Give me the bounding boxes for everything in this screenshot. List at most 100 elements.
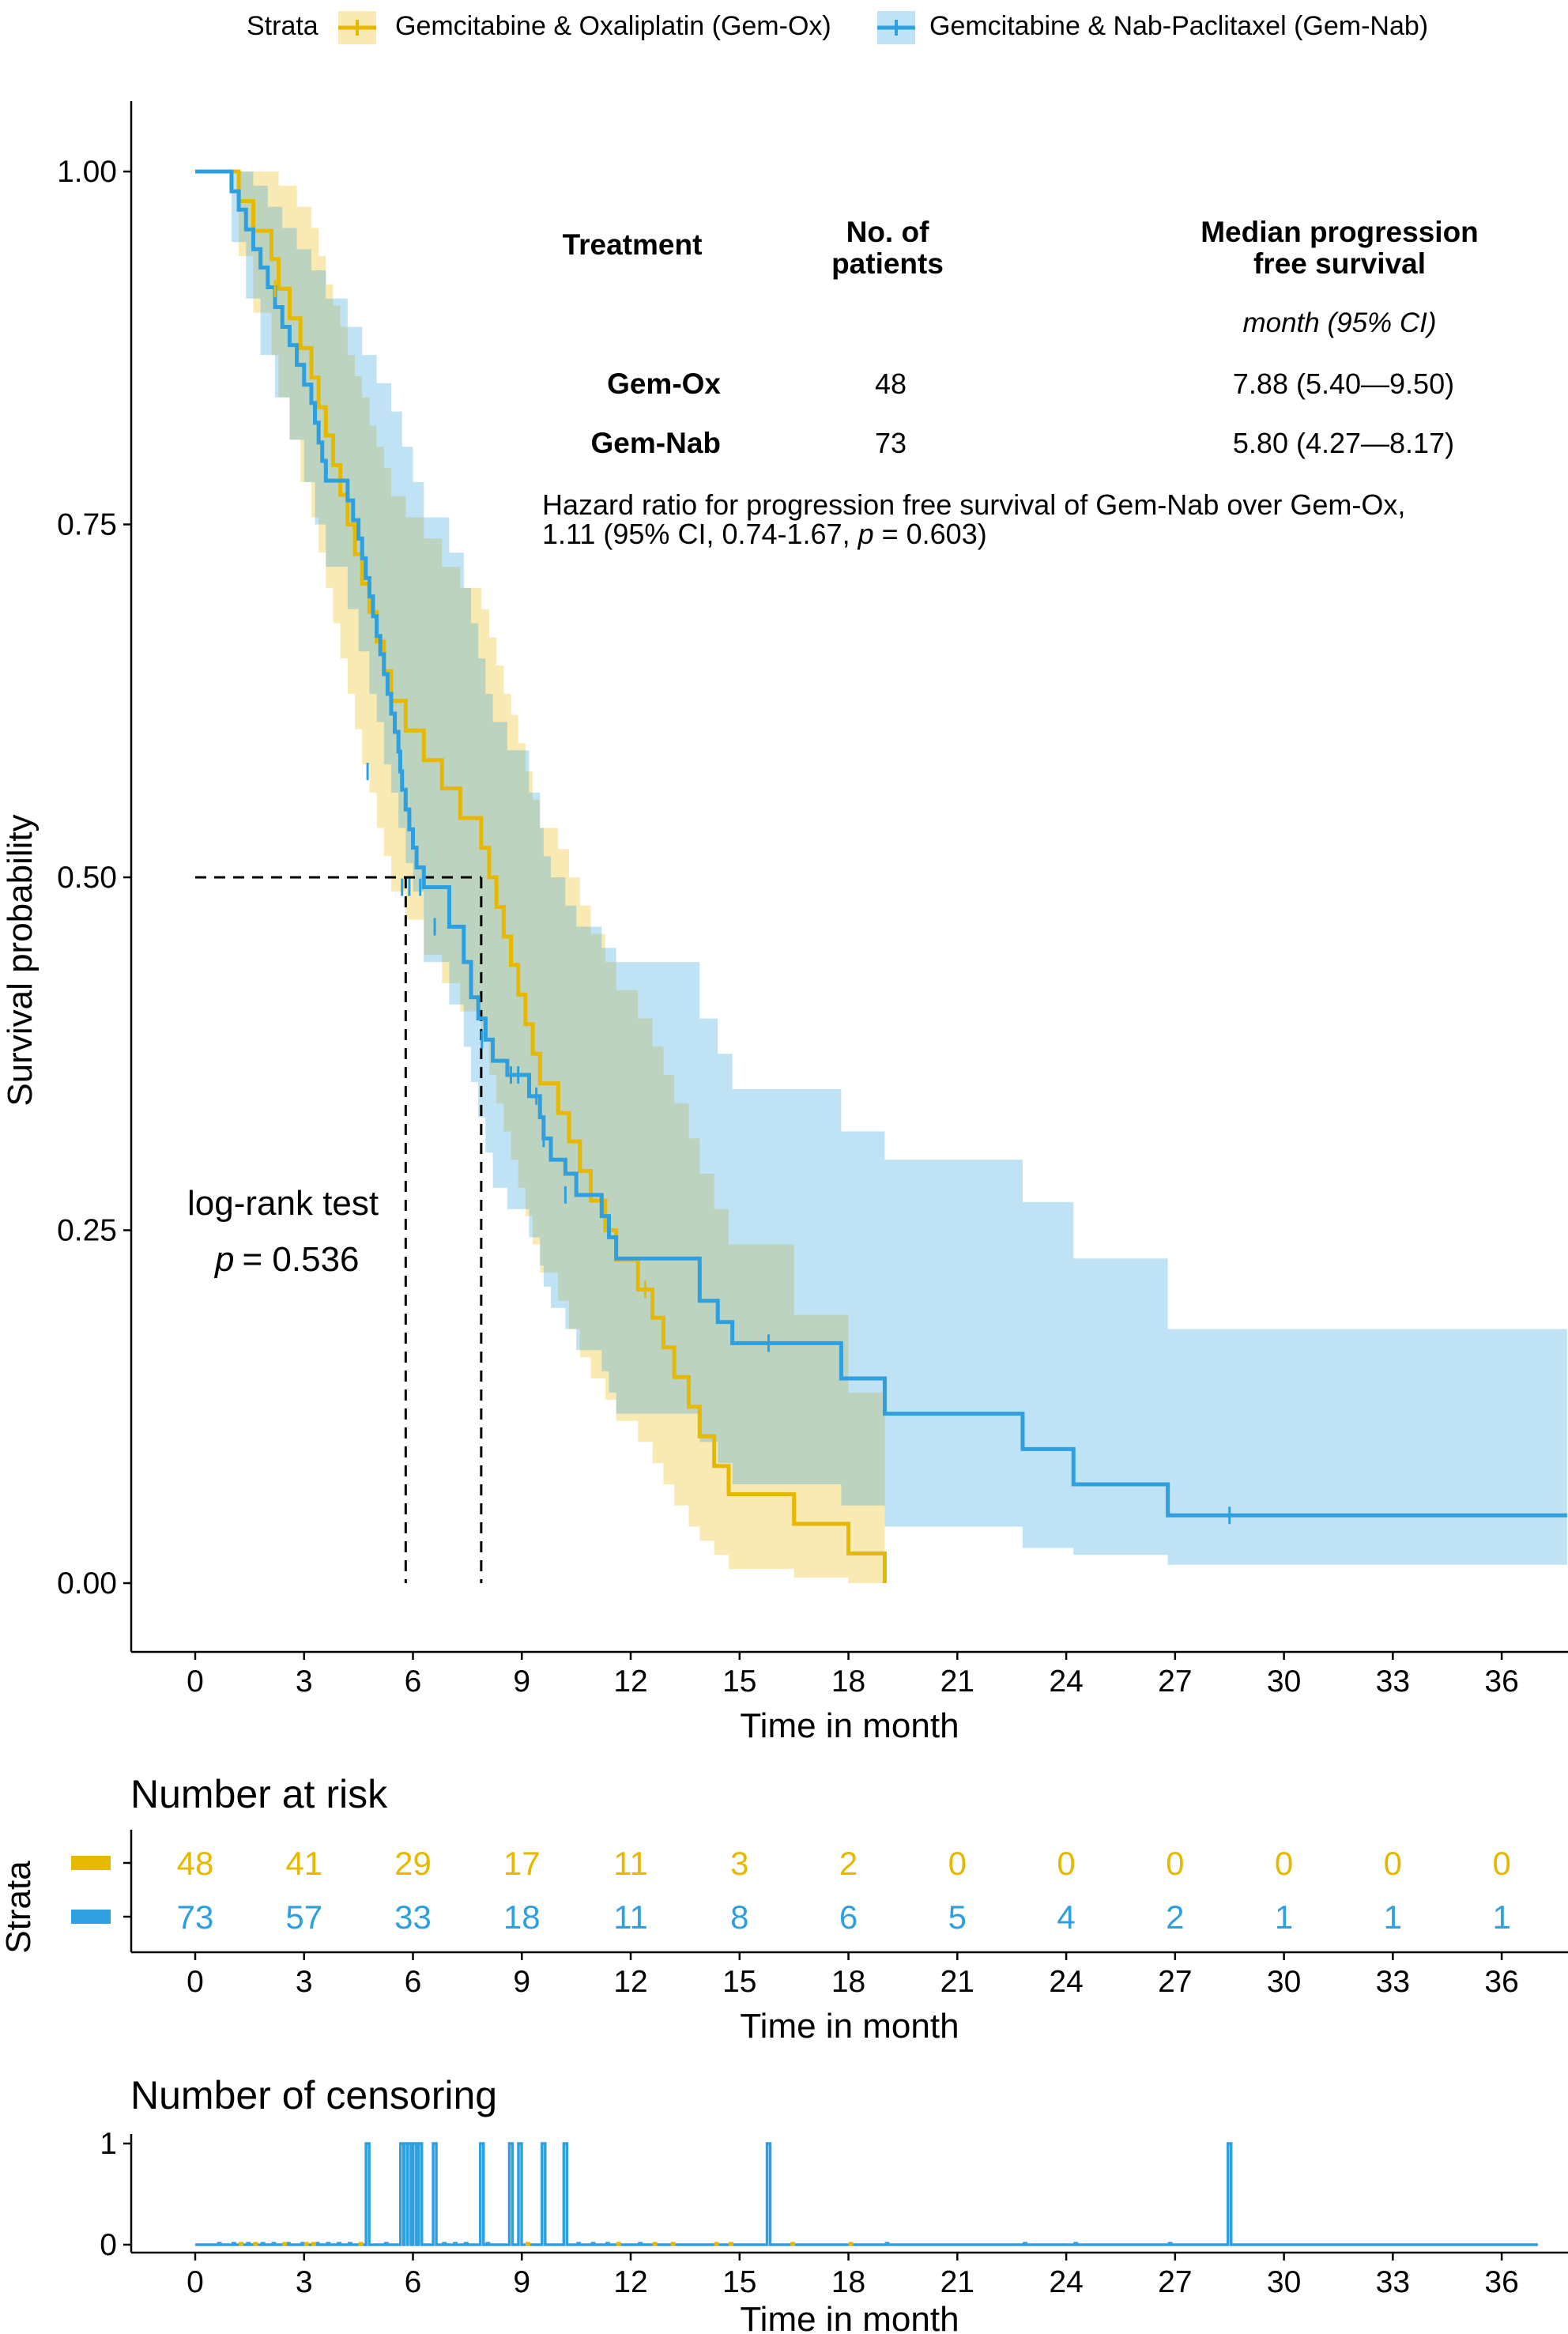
censoring-y-tick-label: 0: [100, 2228, 117, 2262]
risk-strata-key-gem-nab: [71, 1910, 111, 1924]
censoring-x-tick-label: 0: [187, 2265, 204, 2299]
risk-count-gem-nab: 1: [1384, 1898, 1402, 1936]
table-row-gem-ox-n: 48: [875, 368, 906, 400]
risk-count-gem-nab: 18: [503, 1898, 541, 1936]
km-axes: 0.000.250.500.751.000 3 6 9 12 15 18 21 24 27 30 33…: [57, 101, 1568, 1699]
header-line: free survival: [1253, 247, 1426, 280]
logrank-label: log-rank test: [187, 1184, 379, 1223]
risk-x-tick-label: 0: [187, 1965, 204, 1999]
y-tick-label: 0.75: [57, 508, 117, 542]
censoring-x-title: Time in month: [740, 2300, 959, 2334]
risk-count-gem-ox: 3: [730, 1845, 748, 1882]
risk-count-gem-ox: 41: [285, 1845, 322, 1882]
x-tick-label: 33: [1376, 1665, 1410, 1699]
censor-marks: [273, 280, 1231, 1525]
km-plot: 0.000.250.500.751.000 3 6 9 12 15 18 21 24 27 30 33…: [1, 101, 1568, 1745]
risk-count-gem-ox: 48: [177, 1845, 214, 1882]
censoring-x-tick-label: 6: [405, 2265, 422, 2299]
risk-x-tick-label: 12: [613, 1965, 647, 1999]
risk-count-gem-nab: 4: [1057, 1898, 1075, 1936]
censoring-x-tick-label: 24: [1049, 2265, 1083, 2299]
table-row-gem-nab-n: 73: [875, 427, 906, 459]
logrank-p-value: p = 0.536: [213, 1240, 360, 1279]
table-row-gem-ox-treatment: Gem-Ox: [607, 368, 721, 400]
risk-count-gem-ox: 0: [1492, 1845, 1510, 1882]
risk-x-tick-label: 30: [1267, 1965, 1301, 1999]
ci-band-gem-nab: [195, 172, 1567, 1565]
x-tick-label: 12: [613, 1665, 647, 1699]
risk-count-gem-ox: 0: [1275, 1845, 1293, 1882]
risk-x-tick-label: 18: [831, 1965, 865, 1999]
table-row-gem-nab-treatment: Gem-Nab: [591, 427, 721, 459]
risk-x-tick-label: 9: [513, 1965, 530, 1999]
summary-table: Treatment No. of patients Median progress…: [542, 216, 1479, 550]
risk-strata-key-gem-ox: [71, 1856, 111, 1870]
x-tick-label: 18: [831, 1665, 865, 1699]
risk-count-gem-ox: 0: [1166, 1845, 1184, 1882]
y-axis-title: Survival probability: [1, 814, 40, 1106]
risk-x-tick-label: 36: [1484, 1965, 1518, 1999]
survival-curves: [195, 169, 1567, 1583]
risk-count-gem-nab: 6: [839, 1898, 858, 1936]
censoring-plot: Number of censoring 100 3 6 9 12 15 18 21 24 27 30…: [100, 2073, 1568, 2334]
censoring-x-tick-label: 15: [722, 2265, 756, 2299]
censoring-x-tick-label: 12: [613, 2265, 647, 2299]
risk-table-x-title: Time in month: [740, 2007, 959, 2046]
risk-count-gem-ox: 0: [948, 1845, 967, 1882]
x-tick-label: 0: [187, 1665, 204, 1699]
hazard-ratio-line-2: 1.11 (95% CI, 0.74-1.67, p = 0.603): [542, 518, 987, 550]
risk-count-gem-nab: 11: [613, 1898, 648, 1936]
table-header-patients: No. of patients: [831, 216, 944, 280]
censoring-x-tick-label: 27: [1158, 2265, 1192, 2299]
risk-x-tick-label: 21: [940, 1965, 974, 1999]
y-tick-label: 1.00: [57, 155, 117, 189]
table-subheader: month (95% CI): [1242, 307, 1436, 338]
x-tick-label: 3: [296, 1665, 313, 1699]
censoring-x-tick-label: 18: [831, 2265, 865, 2299]
risk-table-y-title: Strata: [0, 1861, 38, 1954]
risk-count-gem-nab: 33: [394, 1898, 432, 1936]
confidence-bands: [195, 172, 1567, 1583]
risk-x-tick-label: 33: [1376, 1965, 1410, 1999]
legend-title: Strata: [247, 11, 318, 41]
censoring-x-tick-label: 9: [513, 2265, 530, 2299]
table-row-gem-nab-median: 5.80 (4.27—8.17): [1233, 427, 1454, 459]
header-line: Median progression: [1200, 216, 1479, 248]
risk-count-gem-ox: 2: [839, 1845, 858, 1882]
risk-count-gem-nab: 57: [285, 1898, 322, 1936]
censoring-gem-nab-line: [195, 2142, 1539, 2246]
hazard-ratio-line-1: Hazard ratio for progression free surviv…: [542, 488, 1405, 521]
risk-count-gem-ox: 29: [394, 1845, 432, 1882]
y-tick-label: 0.00: [57, 1567, 117, 1601]
y-tick-label: 0.25: [57, 1214, 117, 1248]
legend-label-gem-ox: Gemcitabine & Oxaliplatin (Gem-Ox): [395, 11, 831, 41]
risk-table-title: Number at risk: [130, 1772, 388, 1816]
x-tick-label: 9: [513, 1665, 530, 1699]
risk-count-gem-ox: 17: [503, 1845, 541, 1882]
x-tick-label: 21: [940, 1665, 974, 1699]
risk-count-gem-nab: 1: [1275, 1898, 1293, 1936]
risk-count-gem-ox: 0: [1384, 1845, 1402, 1882]
risk-count-gem-nab: 2: [1166, 1898, 1184, 1936]
risk-count-gem-ox: 11: [613, 1845, 648, 1882]
x-tick-label: 24: [1049, 1665, 1083, 1699]
censoring-title: Number of censoring: [130, 2073, 497, 2117]
survival-curve-gem-ox: [195, 169, 887, 1583]
risk-count-gem-nab: 8: [730, 1898, 748, 1936]
header-line: patients: [831, 247, 944, 280]
x-tick-label: 30: [1267, 1665, 1301, 1699]
x-axis-title: Time in month: [740, 1706, 959, 1745]
survival-curve-gem-nab: [195, 169, 1567, 1518]
risk-x-tick-label: 15: [722, 1965, 756, 1999]
x-tick-label: 36: [1484, 1665, 1518, 1699]
risk-x-tick-label: 24: [1049, 1965, 1083, 1999]
risk-count-gem-nab: 5: [948, 1898, 967, 1936]
legend: Strata Gemcitabine & Oxaliplatin (Gem-Ox…: [247, 11, 1428, 44]
table-row-gem-ox-median: 7.88 (5.40—9.50): [1233, 368, 1454, 400]
censoring-x-tick-label: 33: [1376, 2265, 1410, 2299]
y-tick-label: 0.50: [57, 861, 117, 895]
x-tick-label: 6: [405, 1665, 422, 1699]
risk-x-tick-label: 27: [1158, 1965, 1192, 1999]
risk-count-gem-ox: 0: [1057, 1845, 1075, 1882]
